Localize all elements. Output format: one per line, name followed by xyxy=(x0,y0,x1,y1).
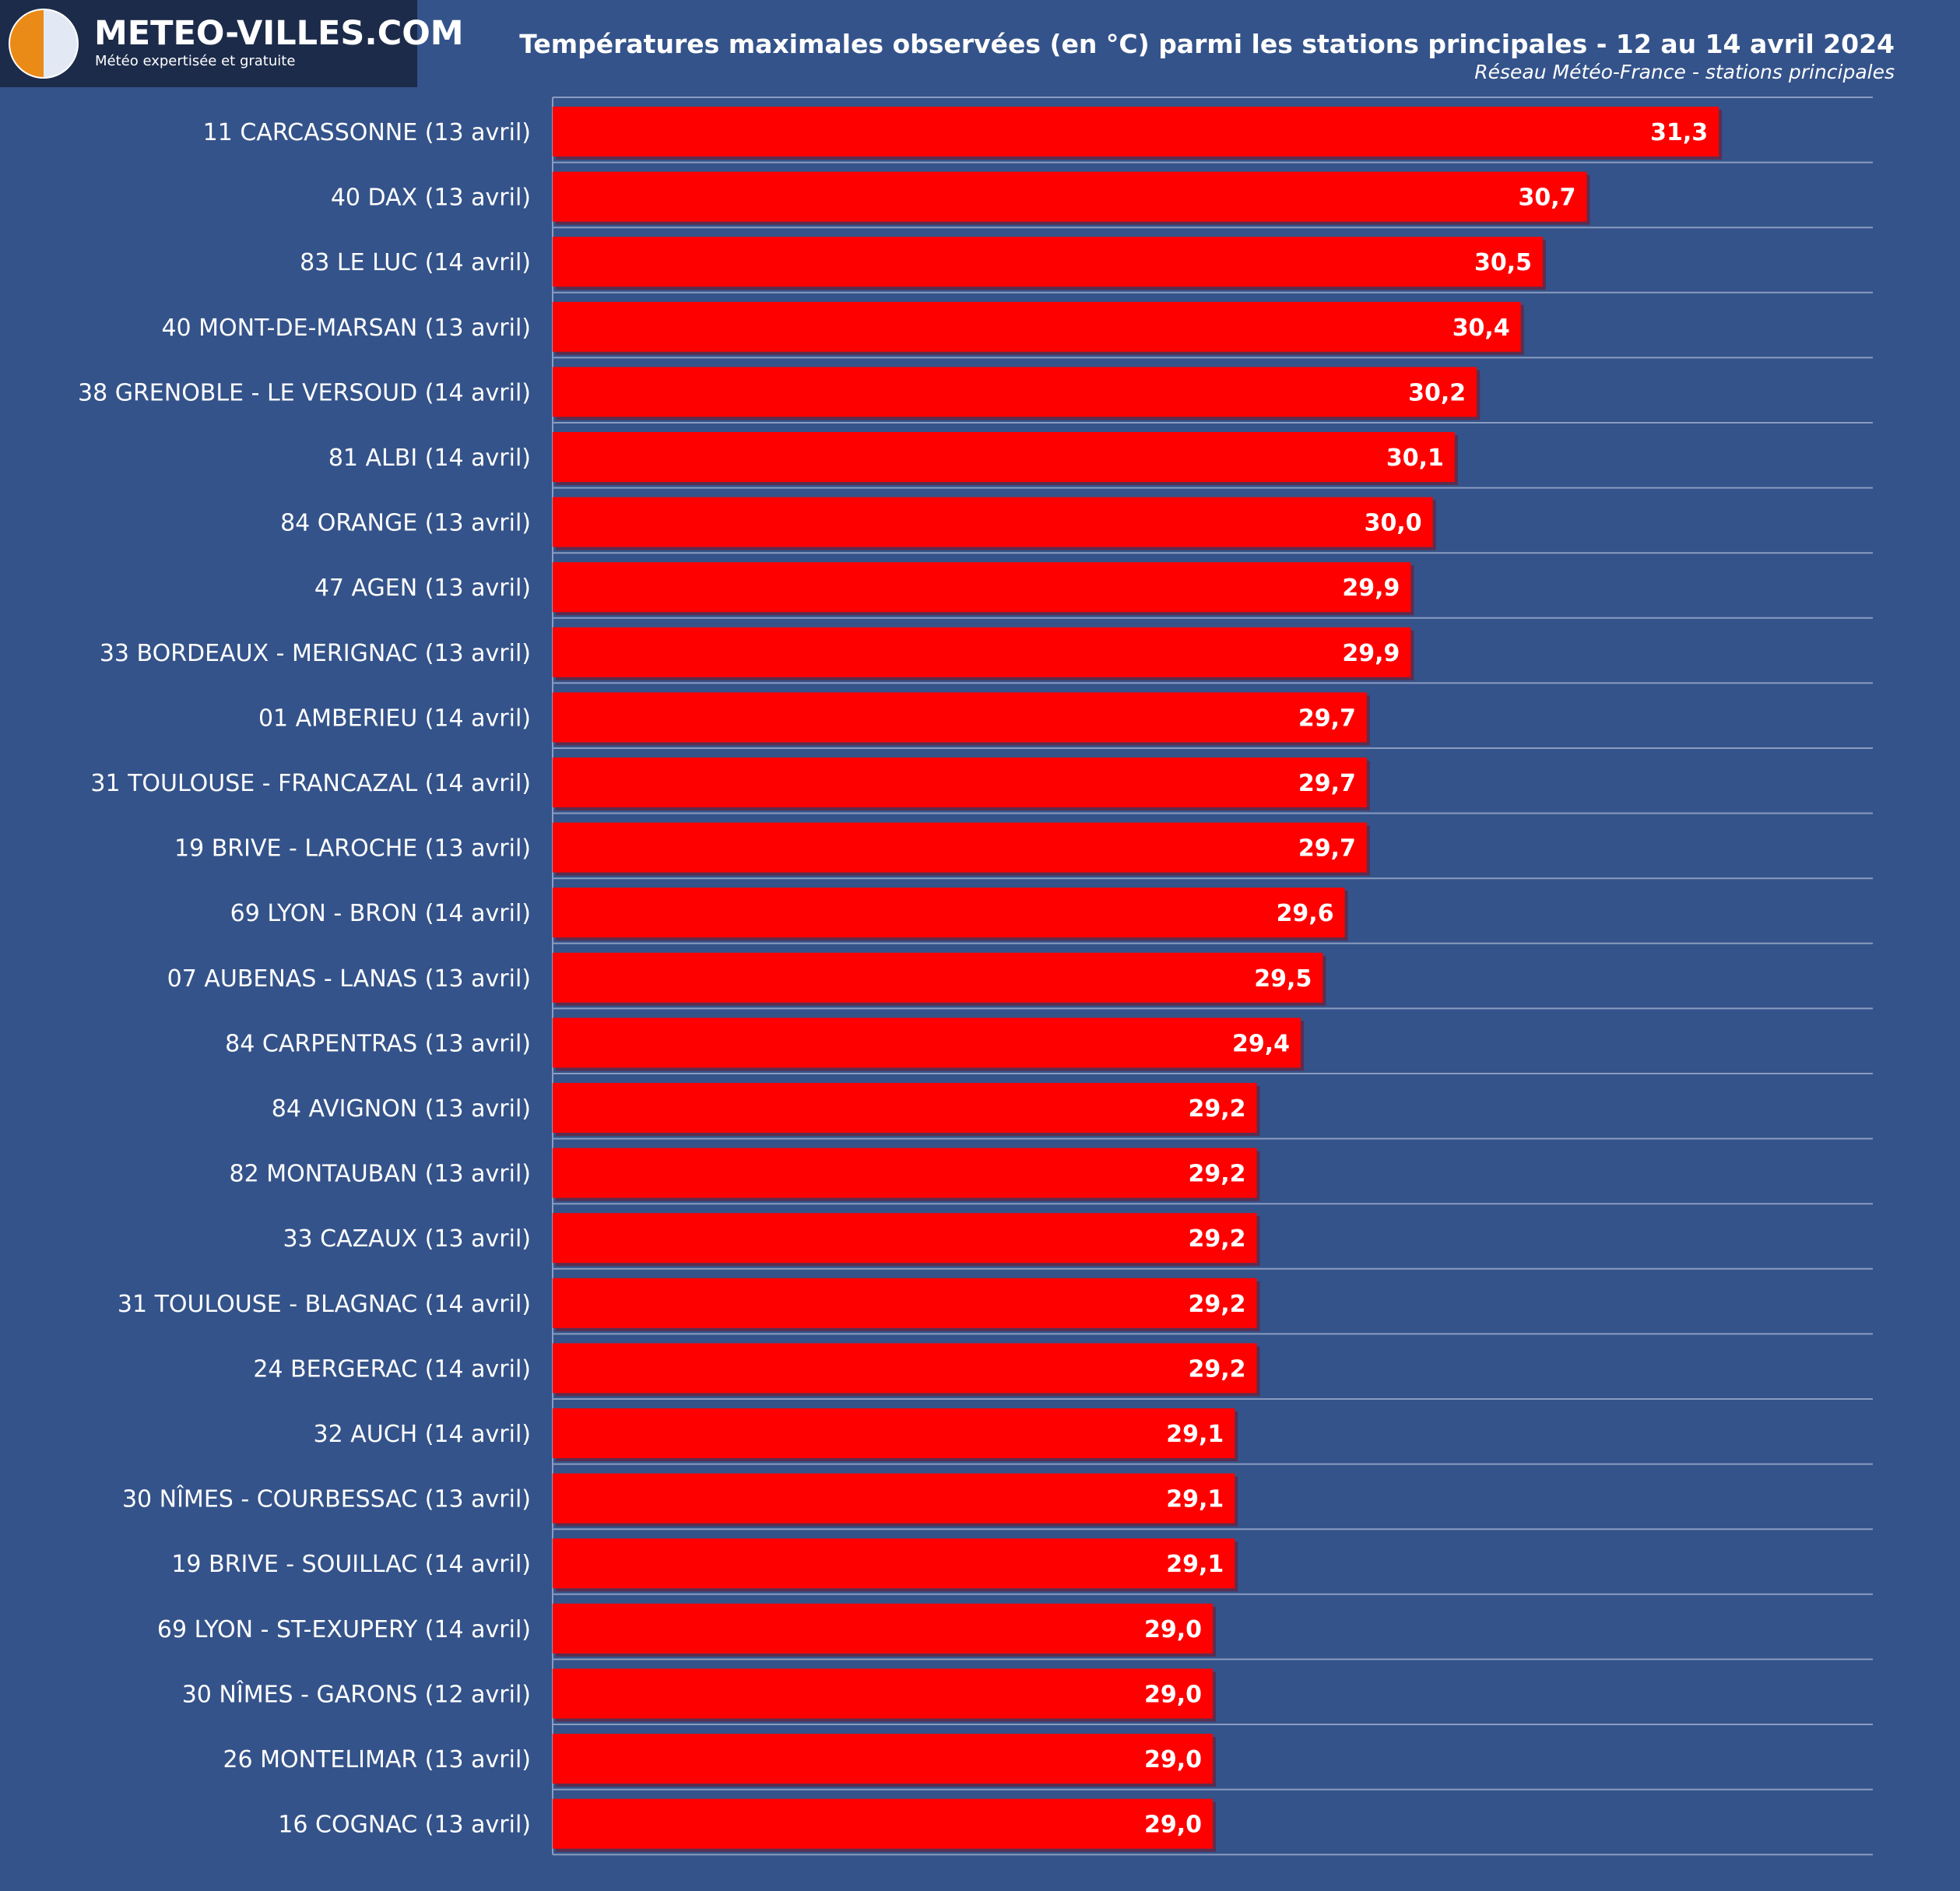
data-label: 30,2 xyxy=(1408,379,1466,406)
category-label: 40 MONT-DE-MARSAN (13 avril) xyxy=(161,315,531,342)
bar xyxy=(553,1734,1213,1784)
bar xyxy=(553,1083,1257,1133)
bar xyxy=(553,952,1323,1003)
category-label: 24 BERGERAC (14 avril) xyxy=(253,1355,531,1383)
logo-light-half xyxy=(44,9,78,78)
data-label: 29,7 xyxy=(1298,835,1356,863)
bar xyxy=(553,1343,1257,1394)
bar xyxy=(553,1538,1235,1589)
data-label: 29,2 xyxy=(1189,1355,1246,1383)
bar xyxy=(553,237,1543,287)
category-label: 84 AVIGNON (13 avril) xyxy=(272,1095,531,1123)
data-label: 29,7 xyxy=(1298,770,1356,797)
data-label: 29,0 xyxy=(1144,1746,1202,1773)
category-label: 32 AUCH (14 avril) xyxy=(314,1421,532,1448)
category-label: 26 MONTELIMAR (13 avril) xyxy=(223,1746,531,1773)
logo-ring xyxy=(9,9,79,79)
category-label: 47 AGEN (13 avril) xyxy=(314,575,531,602)
category-label: 83 LE LUC (14 avril) xyxy=(300,249,531,276)
data-label: 29,0 xyxy=(1144,1616,1202,1643)
data-label: 29,7 xyxy=(1298,705,1356,732)
bar xyxy=(553,1148,1257,1198)
category-label: 81 ALBI (14 avril) xyxy=(328,445,531,472)
category-label: 30 NÎMES - GARONS (12 avril) xyxy=(182,1680,531,1708)
category-label: 33 CAZAUX (13 avril) xyxy=(283,1225,531,1253)
category-label: 30 NÎMES - COURBESSAC (13 avril) xyxy=(122,1485,531,1513)
value-labels: 31,3 30,7 30,5 30,4 30,2 30,1 30,0 29,9 29,9 29,7… xyxy=(1144,119,1708,1839)
data-label: 29,2 xyxy=(1189,1161,1246,1188)
bar xyxy=(553,1473,1235,1524)
category-label: 31 TOULOUSE - BLAGNAC (14 avril) xyxy=(118,1291,531,1318)
data-label: 30,7 xyxy=(1519,185,1576,212)
bar xyxy=(553,1408,1235,1458)
data-label: 30,4 xyxy=(1452,315,1510,342)
logo-orange-half xyxy=(9,9,44,78)
gridlines xyxy=(553,97,1873,1856)
data-label: 30,1 xyxy=(1386,445,1444,472)
category-label: 69 LYON - ST-EXUPERY (14 avril) xyxy=(157,1616,531,1643)
category-label: 01 AMBERIEU (14 avril) xyxy=(258,705,531,732)
bars xyxy=(553,107,1723,1852)
bar xyxy=(553,1668,1213,1719)
bar xyxy=(553,822,1367,873)
data-label: 29,2 xyxy=(1189,1225,1246,1253)
data-label: 29,1 xyxy=(1166,1486,1224,1513)
bar xyxy=(553,367,1477,417)
category-label: 38 GRENOBLE - LE VERSOUD (14 avril) xyxy=(78,379,531,406)
category-label: 40 DAX (13 avril) xyxy=(331,185,531,212)
data-label: 29,2 xyxy=(1189,1095,1246,1123)
data-label: 29,0 xyxy=(1144,1812,1202,1839)
data-label: 29,1 xyxy=(1166,1551,1224,1578)
bar xyxy=(553,1018,1301,1068)
category-label: 16 COGNAC (13 avril) xyxy=(278,1812,531,1839)
data-label: 29,4 xyxy=(1232,1030,1290,1057)
data-label: 30,0 xyxy=(1365,510,1422,537)
data-label: 29,0 xyxy=(1144,1681,1202,1708)
bar xyxy=(553,757,1367,807)
bar xyxy=(553,562,1411,613)
category-label: 84 ORANGE (13 avril) xyxy=(280,510,531,537)
category-label: 31 TOULOUSE - FRANCAZAL (14 avril) xyxy=(90,770,531,797)
bar xyxy=(553,301,1521,352)
site-logo[interactable]: METEO-VILLES.COM Météo expertisée et gra… xyxy=(0,0,464,87)
data-label: 29,9 xyxy=(1342,640,1400,667)
category-label: 19 BRIVE - SOUILLAC (14 avril) xyxy=(171,1551,531,1578)
logo-sun-icon xyxy=(9,9,79,79)
data-label: 29,6 xyxy=(1277,900,1334,927)
category-label: 11 CARCASSONNE (13 avril) xyxy=(203,119,531,146)
data-label: 29,9 xyxy=(1342,575,1400,602)
bar xyxy=(553,171,1587,222)
bar xyxy=(553,1798,1213,1849)
category-label: 33 BORDEAUX - MERIGNAC (13 avril) xyxy=(100,640,531,667)
bar xyxy=(553,692,1367,743)
bar xyxy=(553,1278,1257,1328)
category-label: 82 MONTAUBAN (13 avril) xyxy=(230,1161,531,1188)
logo-tagline: Météo expertisée et gratuite xyxy=(95,53,296,69)
chart-title: Températures maximales observées (en °C)… xyxy=(519,29,1895,59)
logo-title: METEO-VILLES.COM xyxy=(94,14,464,53)
data-label: 29,1 xyxy=(1166,1421,1224,1448)
chart-subtitle: Réseau Météo-France - stations principal… xyxy=(1474,61,1895,83)
category-label: 07 AUBENAS - LANAS (13 avril) xyxy=(167,965,531,993)
data-label: 31,3 xyxy=(1650,119,1708,146)
bar xyxy=(553,1213,1257,1264)
category-label: 69 LYON - BRON (14 avril) xyxy=(230,900,531,927)
bar xyxy=(553,888,1345,938)
category-labels: 11 CARCASSONNE (13 avril) 40 DAX (13 avri… xyxy=(78,119,531,1839)
bar xyxy=(553,627,1411,677)
bar xyxy=(553,1603,1213,1654)
category-label: 84 CARPENTRAS (13 avril) xyxy=(225,1030,531,1057)
bar xyxy=(553,107,1719,156)
data-label: 30,5 xyxy=(1474,249,1532,276)
bar xyxy=(553,497,1433,547)
data-label: 29,5 xyxy=(1254,965,1312,993)
bar xyxy=(553,432,1455,482)
data-label: 29,2 xyxy=(1189,1291,1246,1318)
category-label: 19 BRIVE - LAROCHE (13 avril) xyxy=(174,835,531,863)
